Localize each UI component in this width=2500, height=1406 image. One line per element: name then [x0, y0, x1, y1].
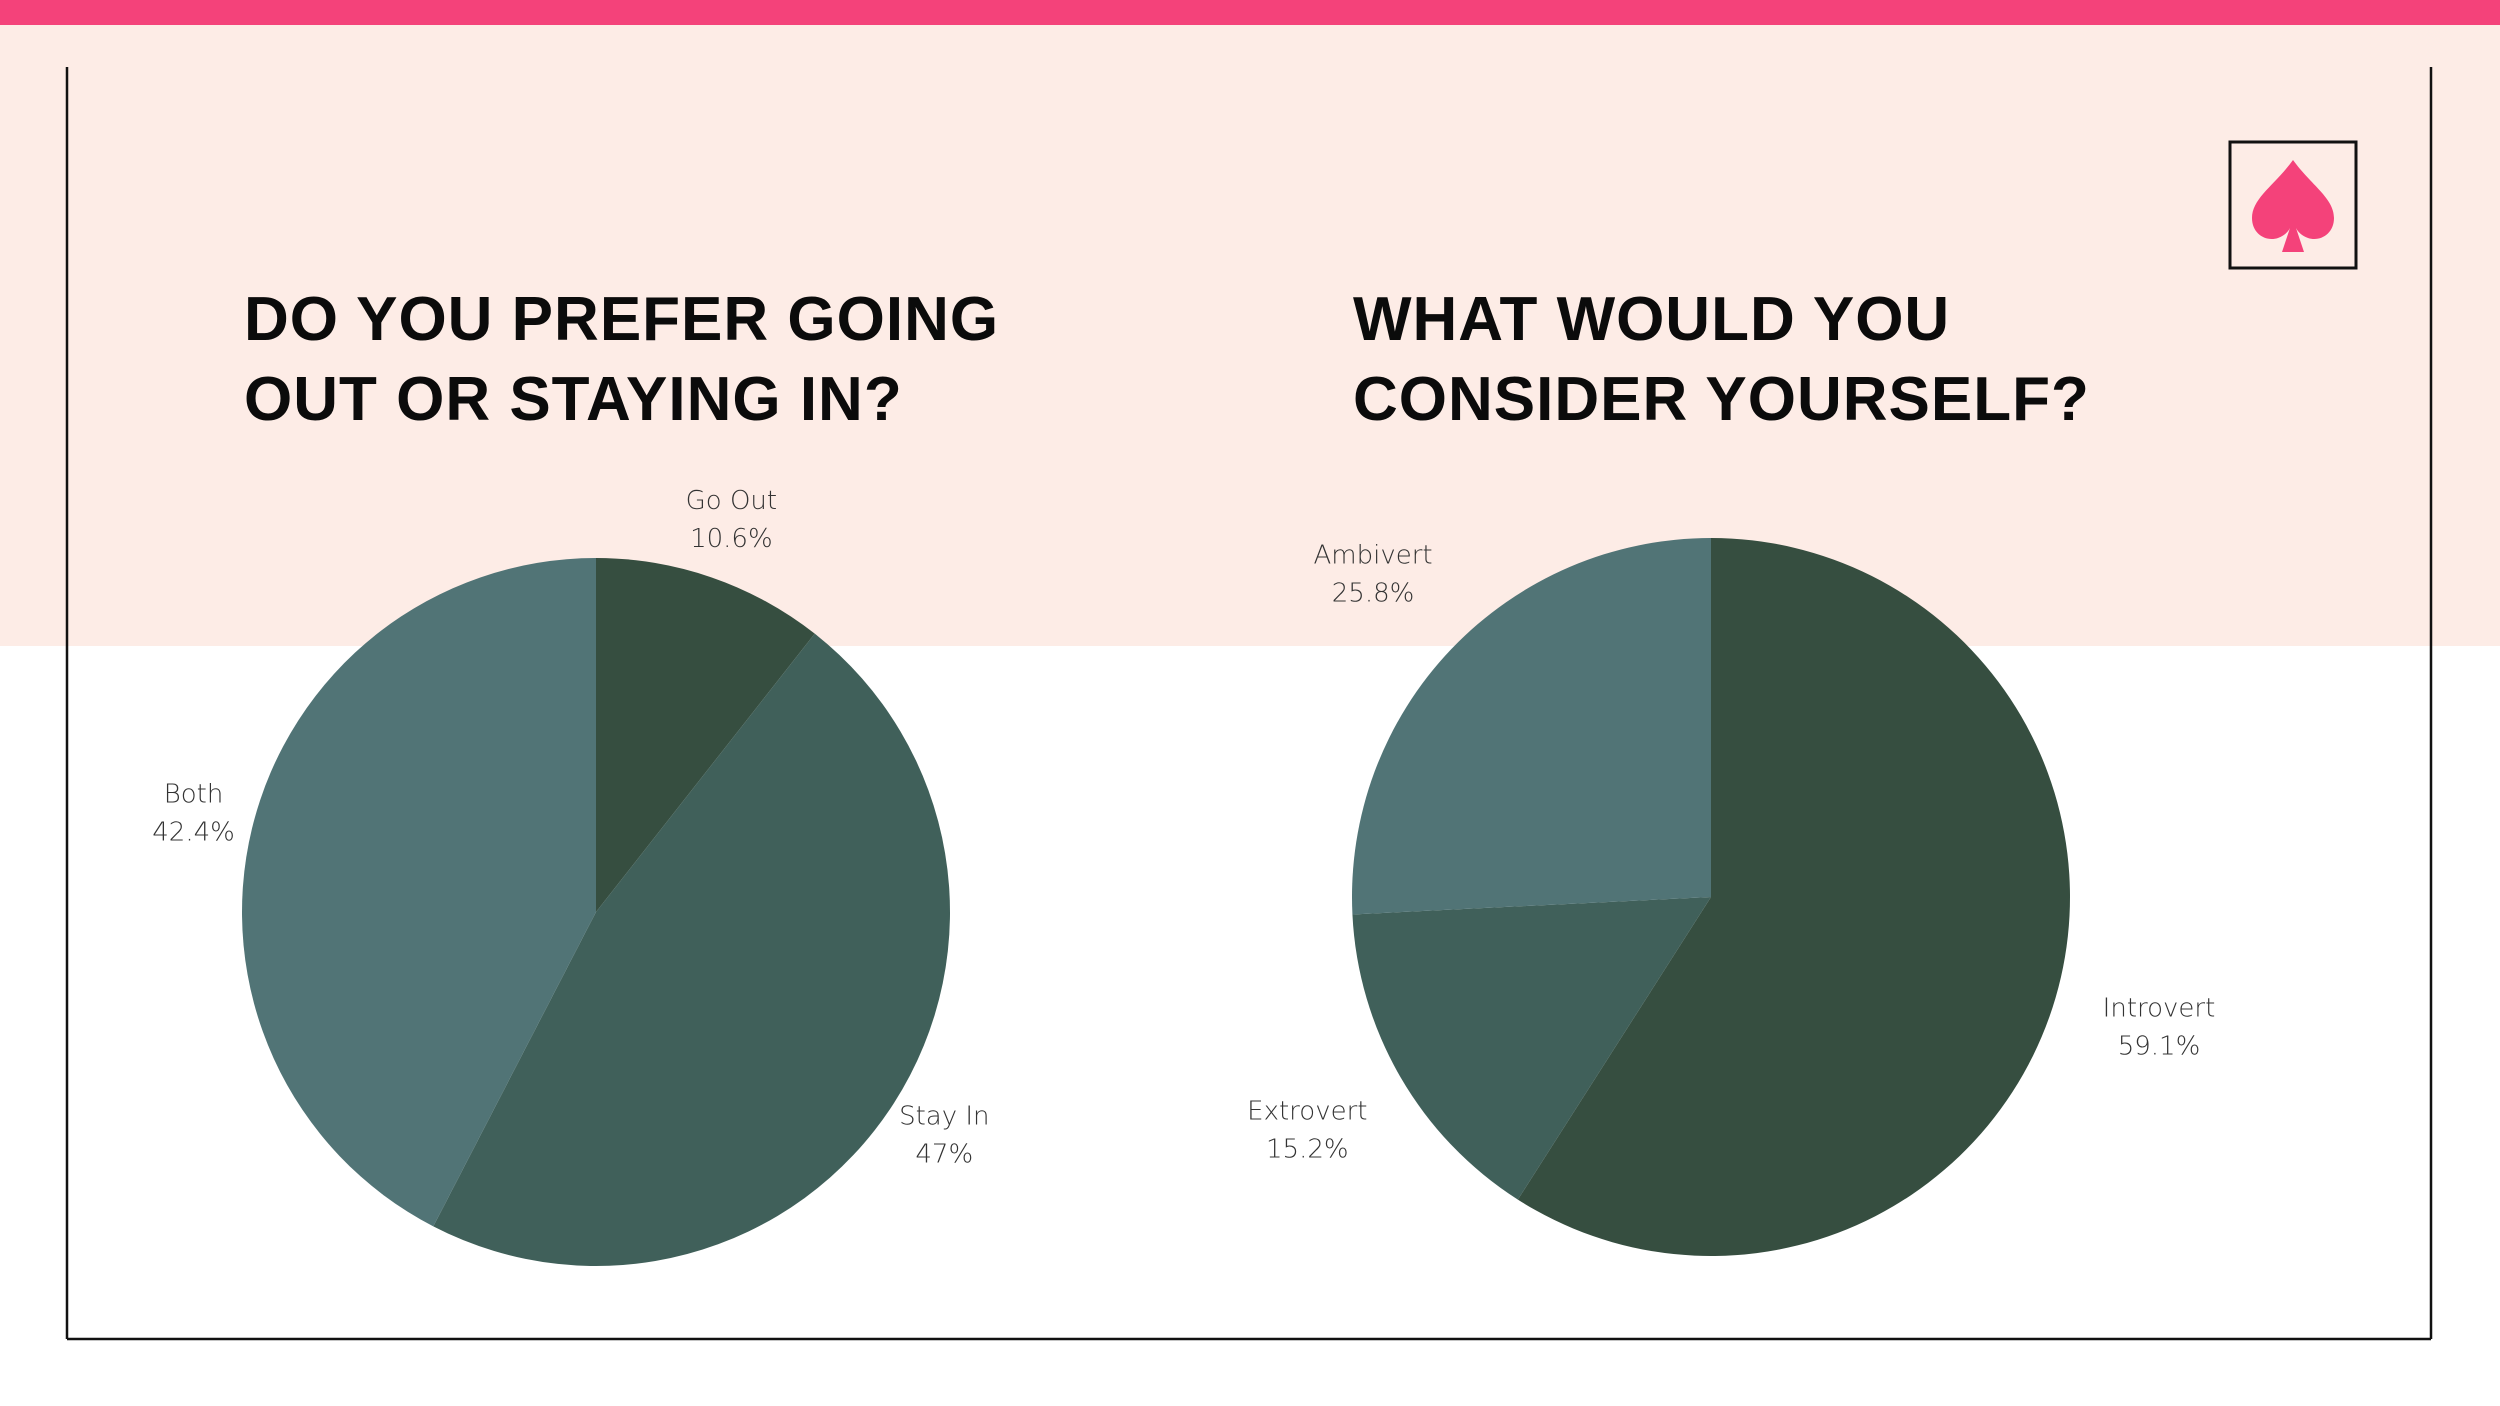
pie-slice — [596, 558, 815, 912]
chart-title: DO YOU PREFER GOING OUT OR STAYING IN? — [244, 285, 1000, 434]
slice-label: Ambivert — [1314, 541, 1433, 571]
pie-slice — [1352, 897, 1711, 1200]
pie-slice — [1352, 538, 1711, 915]
slice-label: Go Out — [686, 486, 777, 516]
header-band — [0, 0, 2500, 646]
value-label: 42.4% — [152, 818, 235, 848]
value-label: 25.8% — [1332, 579, 1415, 609]
value-label: 15.2% — [1266, 1135, 1349, 1165]
pie-slice — [242, 558, 596, 1227]
slice-label: Both — [164, 780, 224, 810]
pie-slice — [1517, 538, 2070, 1256]
slice-label: Stay In — [899, 1102, 989, 1132]
value-label: 10.6% — [690, 524, 773, 554]
value-label: 47% — [915, 1140, 973, 1170]
chart-title: WHAT WOULD YOU CONSIDER YOURSELF? — [1353, 285, 2090, 434]
top-bar — [0, 0, 2500, 25]
slice-label: Introvert — [2103, 993, 2216, 1023]
slice-label: Extrovert — [1247, 1097, 1367, 1127]
value-label: 59.1% — [2118, 1031, 2201, 1061]
spade-logo — [2228, 140, 2358, 270]
pie-slice — [433, 633, 950, 1266]
